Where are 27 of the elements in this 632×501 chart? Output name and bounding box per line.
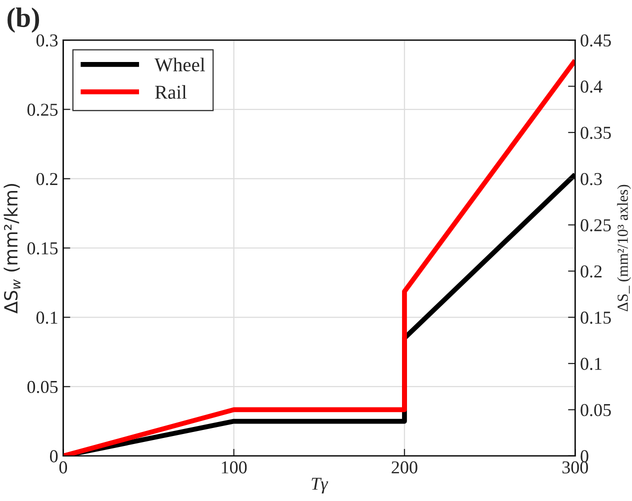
y-tick-label: 0 [50,450,58,462]
x-tick-label: 200 [392,461,418,474]
y2-tick-label: 0.05 [580,404,611,416]
y-tick-label: 0.2 [36,172,58,186]
y2-tick-label: 0.25 [580,219,611,232]
y2-tick-label: 0.15 [580,312,611,324]
y-axis-title: ΔS$_{w}$ (mm²/km) [4,184,20,314]
y-tick-label: 0.1 [36,312,58,324]
y2-axis-title: ΔS_ (mm²/10³ axles) [617,184,631,312]
legend-label: Rail [155,85,187,99]
y2-tick-label: 0.3 [580,172,602,186]
y-tick-label: 0.3 [36,34,58,47]
y2-tick-label: 0.45 [580,34,611,47]
x-tick-label: 0 [59,461,68,474]
chart-title: (b) [8,8,40,33]
y-tick-label: 0.25 [27,104,58,116]
y-tick-label: 0.15 [27,242,58,255]
legend-label: Wheel [154,58,205,72]
y2-tick-label: 0.1 [580,358,602,370]
y2-tick-label: 0.4 [580,80,602,93]
y2-tick-label: 0 [580,450,588,462]
y2-tick-label: 0.2 [580,265,602,278]
x-tick-label: 100 [222,461,247,474]
x-tick-label: 300 [562,461,588,474]
y2-tick-label: 0.35 [580,126,611,140]
x-axis-title: Tγ [312,478,328,494]
y-tick-label: 0.05 [27,380,58,394]
